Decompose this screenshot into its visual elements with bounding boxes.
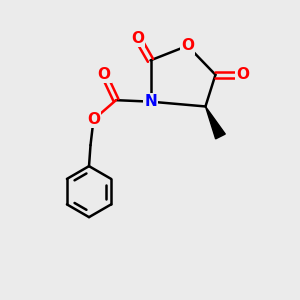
- Text: O: O: [236, 67, 249, 82]
- Polygon shape: [206, 106, 225, 139]
- Text: N: N: [144, 94, 157, 109]
- Text: O: O: [181, 38, 194, 53]
- Text: O: O: [87, 112, 100, 127]
- Text: O: O: [98, 67, 110, 82]
- Text: O: O: [131, 31, 144, 46]
